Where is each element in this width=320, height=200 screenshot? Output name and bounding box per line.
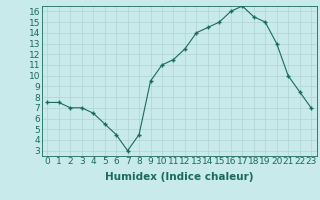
X-axis label: Humidex (Indice chaleur): Humidex (Indice chaleur)	[105, 172, 253, 182]
